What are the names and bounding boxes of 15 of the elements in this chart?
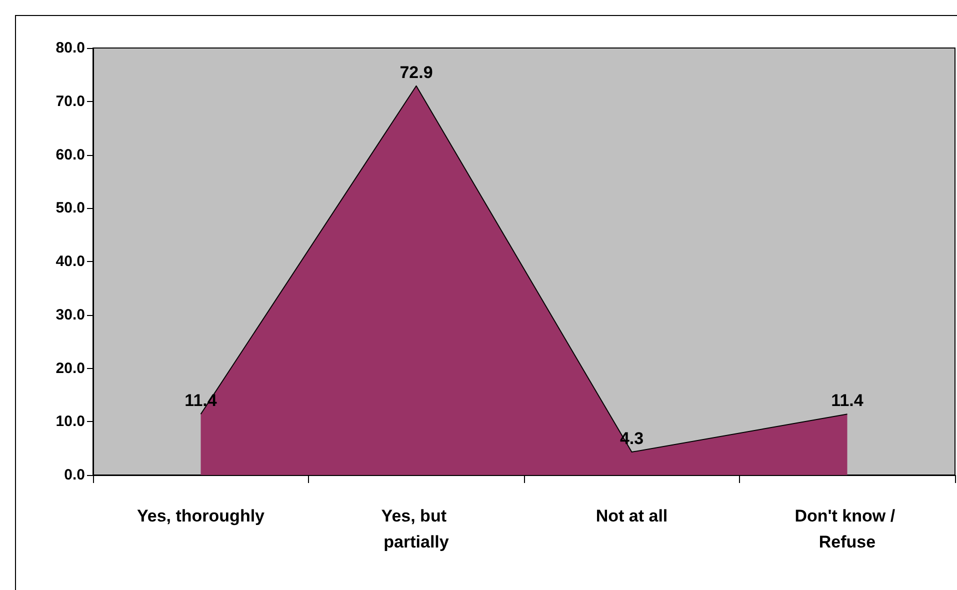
x-tick-label: Not at all (596, 506, 668, 526)
x-tick-label: Yes, thoroughly (136, 506, 266, 526)
y-tick-label: 30.0 (56, 306, 85, 324)
y-tick-label: 60.0 (56, 146, 85, 164)
y-tick-label: 50.0 (56, 200, 85, 217)
y-tick-label: 70.0 (56, 92, 85, 110)
y-tick-label: 20.0 (56, 360, 85, 377)
y-tick-label: 40.0 (56, 253, 85, 270)
x-tick-label: Yes, but partially (381, 506, 452, 552)
data-label: 11.4 (831, 391, 864, 410)
x-tick-label: Don't know / Refuse (794, 506, 900, 552)
y-tick-label: 80.0 (56, 40, 85, 56)
y-tick-label: 10.0 (56, 413, 85, 430)
y-tick-label: 0.0 (64, 466, 85, 484)
data-label: 72.9 (400, 62, 433, 82)
